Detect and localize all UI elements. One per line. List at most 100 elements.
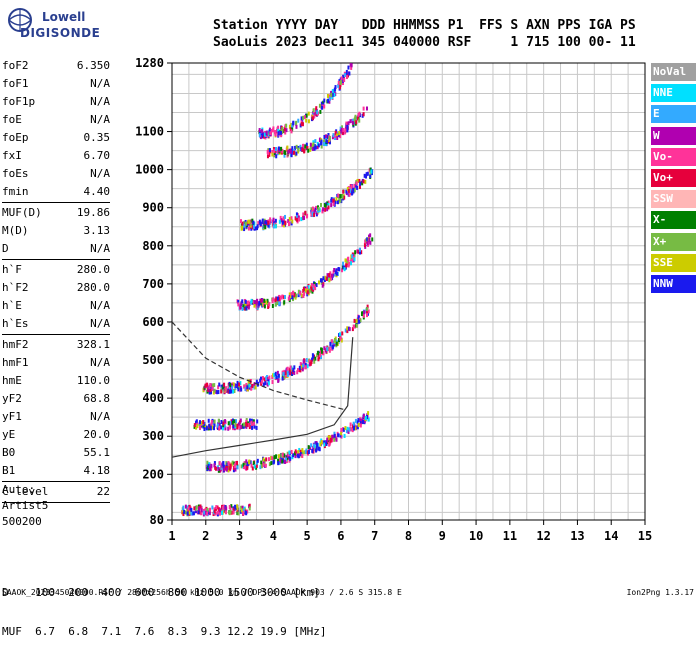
echo-point [357,112,360,117]
echo-point [182,505,185,510]
echo-point [209,383,212,388]
echo-point [310,443,313,448]
echo-point [332,270,335,275]
echo-point [337,433,340,438]
echo-point [246,509,249,514]
echo-point [218,461,221,466]
echo-point [248,422,251,427]
echo-point [284,295,287,300]
param-row: B0 55.1 [2,444,110,462]
echo-point [219,425,222,430]
echo-point [252,220,255,225]
echo-point [273,455,276,460]
echo-point [229,466,232,471]
echo-point [346,128,349,133]
echo-point [328,273,331,278]
echo-point [266,154,269,159]
echo-point [223,382,226,387]
echo-point [271,456,274,461]
echo-point [319,109,322,114]
echo-point [322,207,325,212]
echo-point [371,237,374,242]
echo-point [233,419,236,424]
echo-point [207,464,210,469]
param-value: 328.1 [76,338,110,351]
param-value: N/A [90,356,110,369]
echo-point [309,142,312,147]
echo-point [300,119,303,124]
echo-point [341,331,344,336]
echo-point [213,509,216,514]
echo-point [344,328,347,333]
echo-point [339,194,342,199]
echo-point [251,383,254,388]
echo-point [307,450,310,455]
x-tick-label: 5 [304,529,311,543]
echo-point [242,424,245,429]
echo-point [355,181,358,186]
echo-point [314,145,317,150]
legend-item: NNE [651,84,696,103]
echo-point [206,460,209,465]
param-value: 3.13 [83,224,111,237]
echo-point [286,369,289,374]
x-tick-label: 11 [503,529,517,543]
param-name: h`E [2,299,22,312]
echo-point [234,422,237,427]
echo-point [309,446,312,451]
echo-point [353,318,356,323]
param-row: hmF2 328.1 [2,336,110,354]
echo-point [253,382,256,387]
ionogram-plot: 1 2 3 4 5 6 7 8 9 10 11 12 13 14 158020030040050060070… [135,56,652,543]
echo-point [320,347,323,352]
echo-point [281,220,284,225]
echo-point [339,433,342,438]
echo-point [250,386,253,391]
echo-point [304,144,307,149]
param-name: fmin [2,185,29,198]
echo-point [356,425,359,430]
echo-point [216,505,219,510]
echo-point [224,419,227,424]
echo-point [334,272,337,277]
echo-point [208,511,211,516]
echo-point [213,383,216,388]
echo-point [341,130,344,135]
echo-point [210,463,213,468]
echo-point [259,376,262,381]
echo-point [359,423,362,428]
echo-point [216,423,219,428]
echo-point [243,384,246,389]
echo-point [349,119,352,124]
x-tick-label: 12 [536,529,550,543]
echo-point [332,133,335,138]
echo-point [200,511,203,516]
echo-point [350,261,353,266]
echo-point [280,459,283,464]
legend-item: X+ [651,232,696,251]
param-name: foEs [2,167,29,180]
echo-point [219,508,222,513]
param-value: N/A [90,77,110,90]
echo-point [300,293,303,298]
echo-point [283,223,286,228]
echo-point [345,429,348,434]
auto-label: Auto: [2,483,36,496]
echo-point [190,511,193,516]
echo-point [369,174,372,179]
echo-point [274,298,277,303]
echo-point [214,466,217,471]
echo-point [283,153,286,158]
echo-point [330,92,333,97]
param-name: yE [2,428,16,441]
echo-point [313,114,316,119]
echo-point [327,200,330,205]
echo-point [246,385,249,390]
echo-point [232,510,235,515]
echo-point [276,370,279,375]
param-group-profile: hmF2 328.1 hmF1 N/A hmE 110.0 yF2 68.8 yF1 N/A yE 2… [2,336,110,480]
echo-point [347,65,350,70]
echo-point [342,261,345,266]
y-tick-label: 1280 [135,56,164,70]
echo-point [326,273,329,278]
